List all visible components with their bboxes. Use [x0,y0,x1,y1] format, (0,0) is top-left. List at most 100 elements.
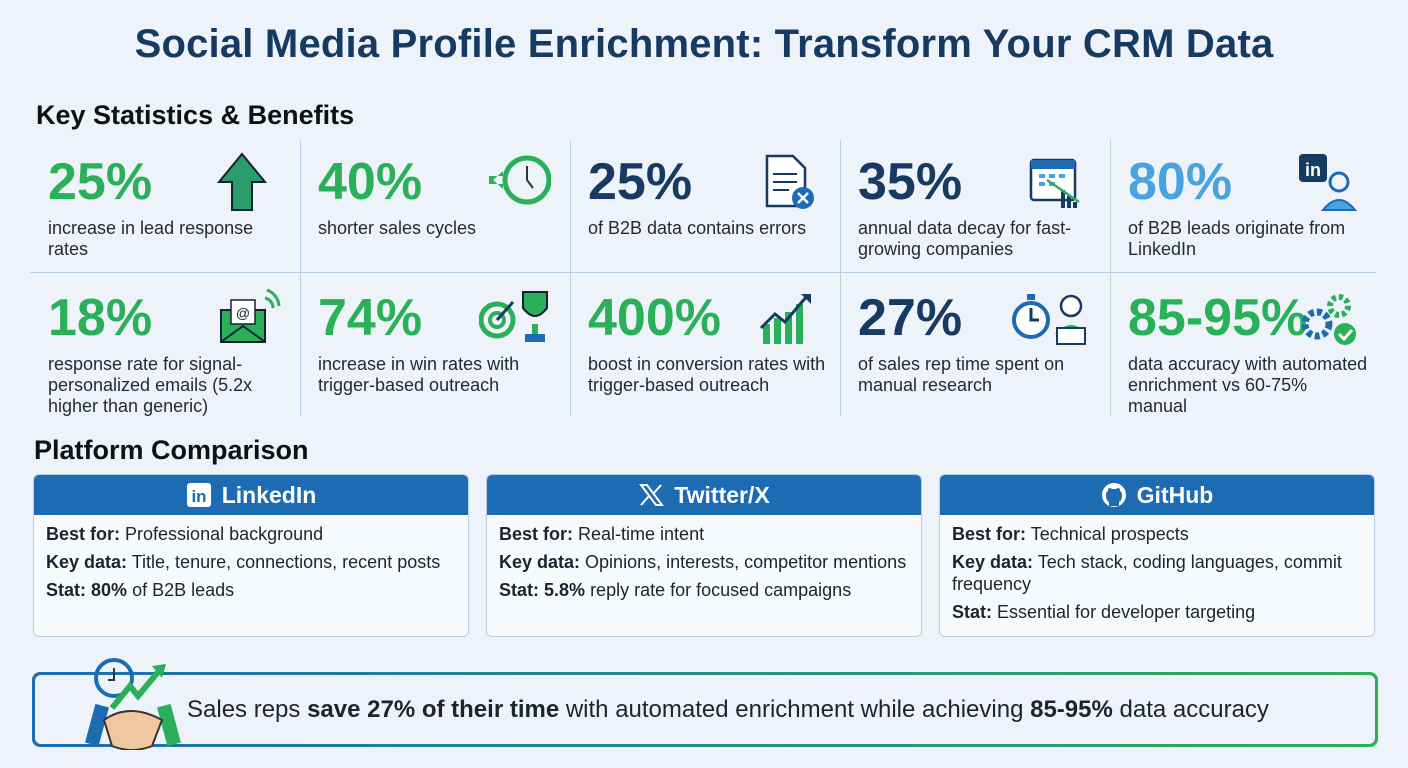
banner-highlight-accuracy: 85-95% [1030,695,1113,723]
key-data-label: Key data: [499,552,581,572]
stat-value: 25% [48,153,153,211]
best-for-label: Best for: [499,524,574,544]
stat-card: 85-95% data accuracy with automated enri… [1110,276,1379,416]
banner-text-2: with automated enrichment while achievin… [559,695,1031,723]
target-trophy-icon [479,291,548,342]
stats-grid: 25% increase in lead response rates 40% … [30,140,1376,416]
page-title: Social Media Profile Enrichment: Transfo… [134,22,1274,66]
platform-heading: Platform Comparison [34,435,309,465]
stat-value: 74% [318,289,423,347]
document-error-icon [765,154,814,209]
stat-card: 35% annual data decay for fast-growing c… [840,140,1109,278]
gears-check-icon [1301,294,1356,345]
stat-label: Stat: [499,580,539,600]
platform-stat: Stat: 80% of B2B leads [46,579,456,601]
banner-text-1: Sales reps [187,695,308,723]
banner-text-3: data accuracy [1112,695,1269,723]
stat-description: annual data decay for fast-growing compa… [858,218,1072,259]
key-data: Key data: Tech stack, coding languages, … [952,551,1362,595]
fast-clock-icon [489,155,551,205]
stat-description: of sales rep time spent on manual resear… [858,354,1065,395]
divider [840,140,841,416]
stat-card: 25% increase in lead response rates [30,140,299,278]
platform-card-linkedin: in LinkedIn Best for: Professional backgr… [33,474,469,637]
stat-card: 25% of B2B data contains errors [570,140,839,278]
stat-highlight: 5.8% [544,580,586,600]
best-for: Best for: Professional background [46,523,456,545]
growth-chart-icon [759,294,811,344]
stopwatch-person-icon [1012,294,1087,345]
platform-header: Twitter/X [487,475,921,515]
stat-label: Stat: [952,602,992,622]
platform-name: LinkedIn [221,481,317,508]
stat-description: shorter sales cycles [318,218,477,238]
stat-description: increase in lead response rates [48,218,254,259]
key-data: Key data: Title, tenure, connections, re… [46,551,456,573]
key-data-value: Tech stack, coding languages, commit fre… [952,552,1342,594]
platform-name: Twitter/X [674,481,770,508]
stat-card: 74% increase in win rates with trigger-b… [300,276,569,414]
key-data-label: Key data: [952,552,1034,572]
platform-header: GitHub [940,475,1374,515]
handshake-growth-icon [85,658,181,750]
stat-value: 80% [1128,153,1233,211]
stat-card: 18% response rate for signal-personalize… [30,276,299,416]
best-for: Best for: Real-time intent [499,523,909,545]
platform-header: in LinkedIn [34,475,468,515]
key-data-value: Opinions, interests, competitor mentions [585,552,907,572]
best-for-label: Best for: [952,524,1027,544]
divider [300,140,301,416]
stat-description: response rate for signal-personalized em… [48,354,253,416]
banner-text: Sales reps save 27% of their time with a… [35,675,1375,744]
best-for-value: Technical prospects [1030,524,1189,544]
best-for-value: Professional background [125,524,324,544]
arrow-up-icon [217,152,268,211]
stat-description: boost in conversion rates with trigger-b… [588,354,826,395]
stat-value: of B2B leads [132,580,235,600]
svg-text:in: in [191,487,206,506]
github-icon [1101,483,1126,507]
stat-value: 400% [588,289,721,347]
stat-highlight: 80% [91,580,128,600]
key-data: Key data: Opinions, interests, competito… [499,551,909,573]
divider [1110,140,1111,416]
stat-card: 80% of B2B leads originate from LinkedIn… [1110,140,1379,278]
banner-highlight-time: save 27% of their time [307,695,560,723]
calendar-decline-icon [1029,158,1080,208]
stat-value: 40% [318,153,423,211]
stat-card: 40% shorter sales cycles [300,140,569,278]
stats-heading: Key Statistics & Benefits [36,100,355,130]
svg-text:@: @ [236,305,250,321]
divider [30,272,1376,273]
stat-description: of B2B leads originate from LinkedIn [1128,218,1346,259]
stat-description: of B2B data contains errors [588,218,807,238]
stat-value: 85-95% [1128,289,1308,347]
stat-value: 27% [858,289,963,347]
stat-card: 400% boost in conversion rates with trig… [570,276,839,414]
platform-card-twitterx: Twitter/X Best for: Real-time intent Key… [486,474,922,637]
stat-value: 25% [588,153,693,211]
summary-banner: Sales reps save 27% of their time with a… [32,658,1378,750]
stat-description: increase in win rates with trigger-based… [318,354,520,395]
svg-text:in: in [1305,160,1321,180]
linkedin-icon: in [186,483,211,507]
x-icon [639,484,665,506]
platform-stat: Stat: 5.8% reply rate for focused campai… [499,579,909,601]
linkedin-user-icon: in [1299,154,1358,211]
platform-stat: Stat: Essential for developer targeting [952,601,1362,623]
platform-name: GitHub [1136,481,1214,508]
best-for: Best for: Technical prospects [952,523,1362,545]
stat-value: reply rate for focused campaigns [590,580,852,600]
best-for-label: Best for: [46,524,121,544]
platform-card-github: GitHub Best for: Technical prospects Key… [939,474,1375,637]
divider [570,140,571,416]
best-for-value: Real-time intent [578,524,705,544]
stat-value: Essential for developer targeting [997,602,1256,622]
stat-card: 27% of sales rep time spent on manual re… [840,276,1109,414]
email-signal-icon: @ [220,288,281,343]
stat-label: Stat: [46,580,86,600]
key-data-label: Key data: [46,552,128,572]
key-data-value: Title, tenure, connections, recent posts [131,552,441,572]
stat-description: data accuracy with automated enrichment … [1128,354,1368,416]
stat-value: 18% [48,289,153,347]
